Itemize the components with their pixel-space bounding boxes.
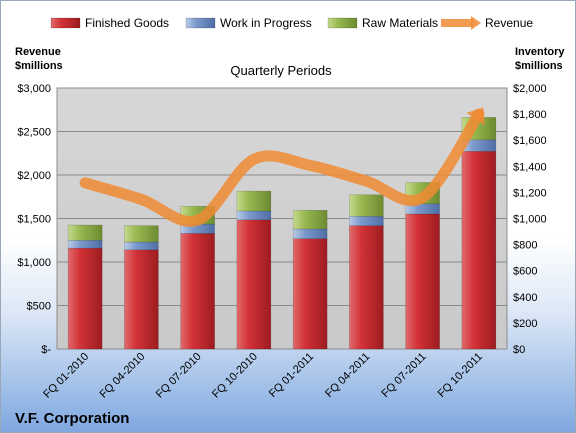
legend-swatch bbox=[327, 17, 358, 29]
x-tick-label: FQ 10-2010 bbox=[210, 351, 260, 401]
bar-series-group bbox=[67, 117, 497, 350]
bar-raw-materials bbox=[349, 194, 384, 217]
right-axis-label-line1: Inventory bbox=[515, 46, 565, 58]
right-tick-label: $600 bbox=[513, 266, 537, 278]
right-tick-label: $200 bbox=[513, 318, 537, 330]
left-axis-label-line1: Revenue bbox=[15, 46, 61, 58]
left-tick-label: $2,500 bbox=[17, 127, 51, 139]
bar-finished-goods bbox=[349, 225, 384, 350]
bar-finished-goods bbox=[461, 151, 497, 350]
legend: Finished Goods Work in Progress Raw Materi… bbox=[50, 16, 533, 30]
left-tick-label: $500 bbox=[27, 301, 51, 313]
right-tick-label: $800 bbox=[513, 240, 537, 252]
legend-swatch bbox=[50, 17, 81, 29]
legend-label: Finished Goods bbox=[85, 16, 169, 30]
left-tick-label: $1,000 bbox=[17, 257, 51, 269]
left-tick-label: $2,000 bbox=[17, 170, 51, 182]
left-axis-label-line2: $millions bbox=[15, 60, 63, 72]
x-tick-label: FQ 04-2011 bbox=[323, 351, 372, 400]
bar-finished-goods bbox=[405, 213, 440, 350]
bar-finished-goods bbox=[292, 238, 328, 350]
x-tick-label: FQ 01-2010 bbox=[41, 351, 91, 401]
bar-raw-materials bbox=[124, 225, 159, 243]
legend-label: Revenue bbox=[485, 16, 533, 30]
right-axis-label-line2: $millions bbox=[515, 60, 563, 72]
bar-raw-materials bbox=[67, 224, 103, 241]
right-axis-ticks: $0 $200 $400 $600 $800 $1,000 $1,200 $1,400 $1,6… bbox=[513, 83, 547, 356]
legend-revenue-arrowhead bbox=[471, 16, 481, 30]
bar-finished-goods bbox=[124, 249, 159, 350]
bar-raw-materials bbox=[292, 210, 328, 230]
left-axis-ticks: $- $500 $1,000 $1,500 $2,000 $2,500 $3,000 bbox=[17, 83, 51, 356]
x-axis-ticks: FQ 01-2010 FQ 04-2010 FQ 07-2010 FQ 10-2010… bbox=[41, 351, 485, 401]
x-tick-label: FQ 04-2010 bbox=[98, 351, 148, 401]
right-tick-label: $1,000 bbox=[513, 214, 547, 226]
bar-finished-goods bbox=[67, 247, 103, 350]
bar-finished-goods bbox=[236, 219, 272, 350]
legend-swatch bbox=[185, 17, 216, 29]
bar-raw-materials bbox=[236, 190, 272, 212]
right-tick-label: $400 bbox=[513, 292, 537, 304]
revenue-line bbox=[79, 108, 485, 227]
bar-work-in-progress bbox=[67, 240, 103, 249]
left-tick-label: $- bbox=[41, 344, 51, 356]
legend-label: Work in Progress bbox=[220, 16, 312, 30]
chart-subtitle: Quarterly Periods bbox=[230, 63, 332, 78]
bar-work-in-progress bbox=[349, 216, 384, 226]
revenue-line-arrowhead bbox=[466, 107, 485, 126]
chart-title: V.F. Corporation bbox=[15, 410, 129, 427]
x-tick-label: FQ 01-2011 bbox=[267, 351, 316, 400]
x-tick-label: FQ 07-2010 bbox=[154, 351, 204, 401]
right-tick-label: $1,200 bbox=[513, 187, 547, 199]
right-tick-label: $0 bbox=[513, 344, 525, 356]
bar-work-in-progress bbox=[236, 210, 272, 221]
right-tick-label: $1,400 bbox=[513, 161, 547, 173]
bar-work-in-progress bbox=[124, 241, 159, 251]
bar-finished-goods bbox=[180, 233, 215, 350]
right-tick-label: $2,000 bbox=[513, 83, 547, 95]
x-tick-label: FQ 07-2011 bbox=[379, 351, 428, 400]
left-tick-label: $1,500 bbox=[17, 214, 51, 226]
left-tick-label: $3,000 bbox=[17, 83, 51, 95]
right-tick-label: $1,600 bbox=[513, 135, 547, 147]
revenue-line-group bbox=[79, 107, 485, 227]
legend-label: Raw Materials bbox=[362, 16, 438, 30]
bar-work-in-progress bbox=[292, 228, 328, 239]
right-tick-label: $1,800 bbox=[513, 109, 547, 121]
x-tick-label: FQ 10-2011 bbox=[436, 351, 485, 400]
